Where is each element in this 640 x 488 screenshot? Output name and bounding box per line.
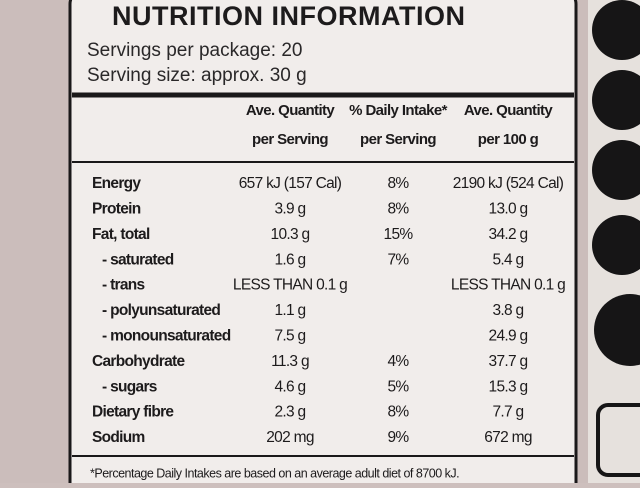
nutrient-name: - monounsaturated [102, 327, 231, 344]
column-header: per Serving [360, 131, 436, 148]
cell: 11.3 g [271, 353, 309, 370]
cell: 37.7 g [489, 353, 528, 370]
nutrient-name: Protein [92, 200, 141, 217]
nutrient-name: Sodium [92, 429, 145, 446]
cell: 2.3 g [275, 404, 306, 421]
nutrient-name: Dietary fibre [92, 404, 174, 421]
icon [592, 215, 640, 275]
nutrient-name: - sugars [102, 378, 157, 395]
cell: 15.3 g [489, 378, 528, 395]
icon [594, 294, 640, 366]
nutrient-name: - saturated [102, 251, 174, 268]
cell: 3.8 g [493, 302, 524, 319]
cell: LESS THAN 0.1 g [451, 277, 565, 294]
cell: 4% [387, 353, 409, 370]
column-header: % Daily Intake* [349, 102, 447, 119]
cell: 15% [384, 226, 414, 243]
footnote: *Percentage Daily Intakes are based on a… [90, 466, 459, 480]
icon [592, 70, 640, 130]
cell: 7.5 g [275, 327, 306, 344]
column-header: per Serving [252, 131, 328, 148]
cell: 5.4 g [493, 251, 524, 268]
cell: 7.7 g [493, 404, 524, 421]
cell: 8% [387, 404, 409, 421]
cell: 1.6 g [275, 251, 306, 268]
cell: 4.6 g [275, 378, 306, 395]
cell: 3.9 g [275, 200, 306, 217]
icon [592, 0, 640, 60]
cell: 13.0 g [489, 200, 528, 217]
column-header: Ave. Quantity [246, 102, 336, 119]
nutrition-table: Ave. Quantity per Serving % Daily Intake* p… [92, 102, 566, 446]
cell: LESS THAN 0.1 g [233, 277, 347, 294]
cell: 7% [387, 251, 409, 268]
nutrient-name: - polyunsaturated [102, 302, 220, 319]
cell: 202 mg [266, 429, 314, 446]
nutrient-name: Carbohydrate [92, 353, 185, 370]
cell: 8% [387, 175, 409, 192]
cell: 8% [387, 200, 409, 217]
title: NUTRITION INFORMATION [112, 1, 465, 31]
nutrient-name: - trans [102, 277, 145, 294]
serving-size: Serving size: approx. 30 g [87, 65, 307, 86]
cell: 24.9 g [489, 327, 528, 344]
icon [596, 403, 640, 477]
cell: 34.2 g [489, 226, 528, 243]
nutrient-name: Energy [92, 175, 141, 192]
label-panel [68, 0, 578, 488]
icon [592, 140, 640, 200]
servings-per-package: Servings per package: 20 [87, 40, 302, 61]
cell: 1.1 g [275, 302, 306, 319]
cell: 5% [387, 378, 409, 395]
column-header: per 100 g [478, 131, 539, 148]
nutrient-name: Fat, total [92, 226, 150, 243]
cell: 10.3 g [271, 226, 310, 243]
cell: 2190 kJ (524 Cal) [453, 175, 564, 192]
cell: 657 kJ (157 Cal) [239, 175, 342, 192]
cell: 9% [387, 429, 409, 446]
cell: 672 mg [484, 429, 532, 446]
column-header: Ave. Quantity [464, 102, 554, 119]
